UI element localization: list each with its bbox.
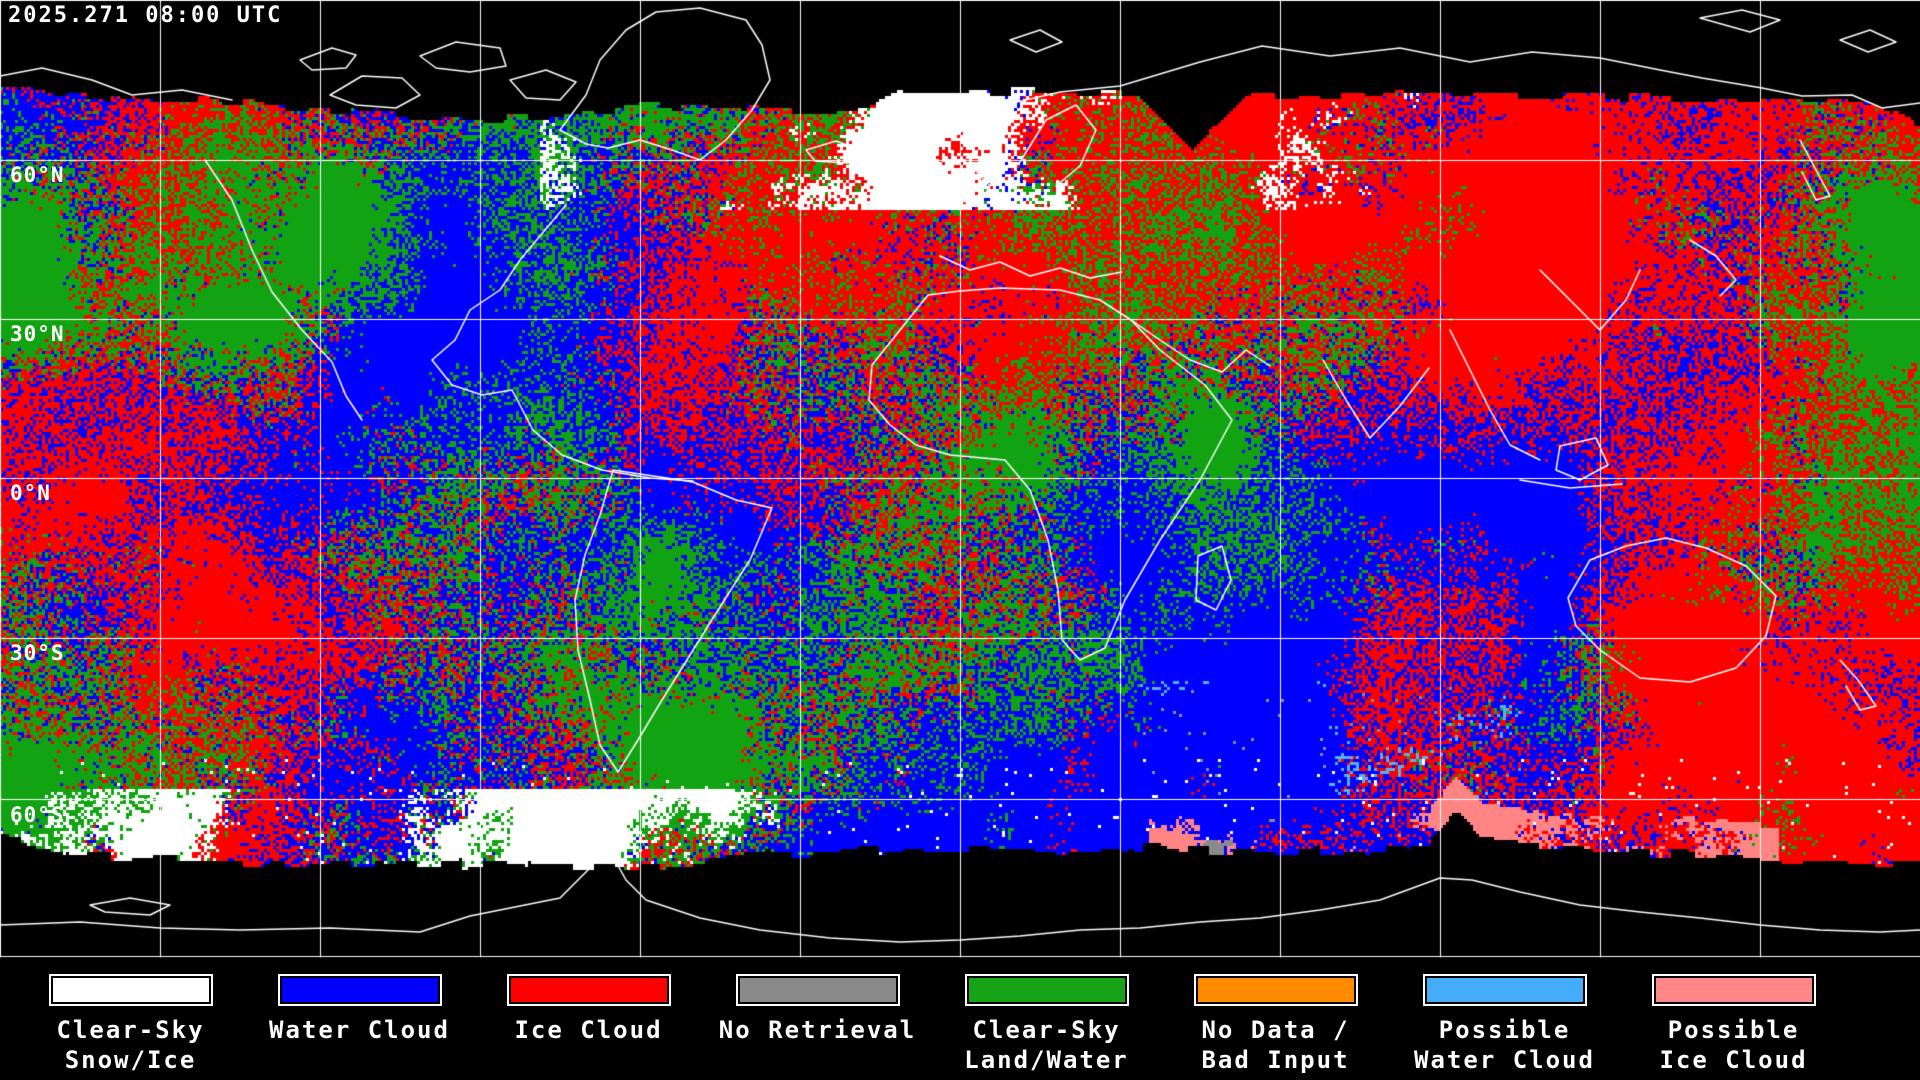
legend-swatch-fill — [510, 978, 667, 1002]
legend-swatch — [1422, 974, 1587, 1006]
latitude-label-0n: 0°N — [10, 481, 51, 505]
legend-label: No Data / — [1201, 1016, 1350, 1044]
legend-item-possible-water-cloud: Possible Water Cloud — [1390, 974, 1619, 1075]
legend-swatch — [964, 974, 1129, 1006]
legend-swatch-fill — [281, 978, 438, 1002]
legend-item-ice-cloud: Ice Cloud — [474, 974, 703, 1045]
legend-label: No Retrieval — [718, 1016, 917, 1044]
legend-swatch-fill — [1655, 978, 1812, 1002]
legend-label: Water Cloud — [1414, 1046, 1595, 1074]
legend-item-clear-sky-snow-ice: Clear-Sky Snow/Ice — [16, 974, 245, 1075]
legend-swatch-fill — [739, 978, 896, 1002]
latitude-label-30n: 30°N — [10, 322, 65, 346]
latitude-label-30s: 30°S — [10, 641, 65, 665]
legend-label: Land/Water — [964, 1046, 1129, 1074]
timestamp-label: 2025.271 08:00 UTC — [8, 3, 283, 28]
legend-item-water-cloud: Water Cloud — [245, 974, 474, 1045]
legend-swatch-fill — [1197, 978, 1354, 1002]
legend-label: Bad Input — [1201, 1046, 1350, 1074]
latitude-label-60n: 60°N — [10, 163, 65, 187]
legend-label: Possible — [1438, 1016, 1571, 1044]
legend-swatch — [1193, 974, 1358, 1006]
legend-label: Snow/Ice — [64, 1046, 197, 1074]
legend-label: Clear-Sky — [972, 1016, 1121, 1044]
legend-swatch — [48, 974, 213, 1006]
legend-label: Clear-Sky — [56, 1016, 205, 1044]
legend-item-no-retrieval: No Retrieval — [703, 974, 932, 1045]
legend-swatch — [735, 974, 900, 1006]
latitude-label-60s: 60°S — [10, 803, 65, 827]
legend-swatch-fill — [968, 978, 1125, 1002]
legend-label: Ice Cloud — [514, 1016, 663, 1044]
legend-item-no-data-bad-input: No Data / Bad Input — [1161, 974, 1390, 1075]
legend-swatch — [506, 974, 671, 1006]
legend-swatch — [1651, 974, 1816, 1006]
legend-swatch-fill — [52, 978, 209, 1002]
legend-swatch-fill — [1426, 978, 1583, 1002]
legend-label: Water Cloud — [269, 1016, 450, 1044]
legend-label: Possible — [1667, 1016, 1800, 1044]
legend-label: Ice Cloud — [1659, 1046, 1808, 1074]
legend-item-clear-sky-land-water: Clear-Sky Land/Water — [932, 974, 1161, 1075]
legend-swatch — [277, 974, 442, 1006]
legend-item-possible-ice-cloud: Possible Ice Cloud — [1619, 974, 1848, 1075]
